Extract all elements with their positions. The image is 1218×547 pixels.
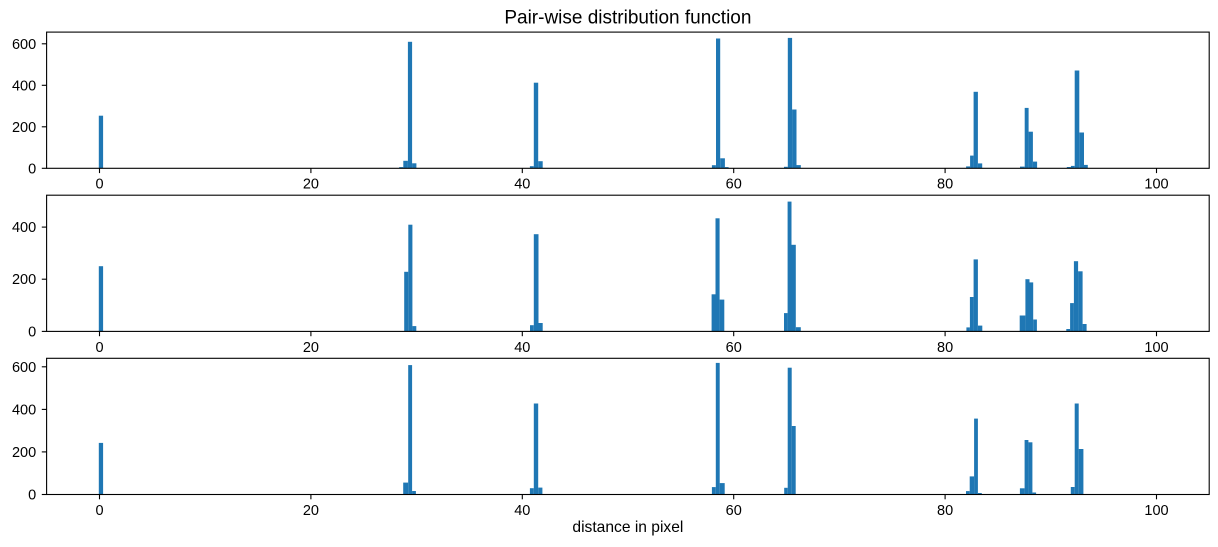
svg-text:80: 80 [937,503,953,519]
svg-text:60: 60 [726,503,742,519]
svg-text:0: 0 [95,340,103,356]
svg-text:40: 40 [514,177,530,193]
svg-text:200: 200 [12,120,36,136]
svg-text:20: 20 [303,503,319,519]
svg-text:100: 100 [1144,340,1168,356]
svg-text:20: 20 [303,340,319,356]
svg-text:80: 80 [937,177,953,193]
svg-text:0: 0 [28,161,36,177]
svg-text:40: 40 [514,340,530,356]
svg-text:0: 0 [28,324,36,340]
svg-text:600: 600 [12,37,36,53]
svg-text:80: 80 [937,340,953,356]
svg-text:0: 0 [95,503,103,519]
svg-text:40: 40 [514,503,530,519]
svg-text:100: 100 [1144,177,1168,193]
svg-text:400: 400 [12,220,36,236]
svg-text:600: 600 [12,360,36,376]
svg-text:60: 60 [726,340,742,356]
svg-text:distance in pixel: distance in pixel [572,519,683,536]
svg-text:400: 400 [12,78,36,94]
svg-text:Pair-wise distribution functio: Pair-wise distribution function [504,8,751,29]
svg-text:60: 60 [726,177,742,193]
svg-text:200: 200 [12,445,36,461]
svg-text:0: 0 [95,177,103,193]
svg-text:20: 20 [303,177,319,193]
svg-text:200: 200 [12,272,36,288]
svg-text:0: 0 [28,488,36,504]
svg-text:400: 400 [12,402,36,418]
svg-text:100: 100 [1144,503,1168,519]
